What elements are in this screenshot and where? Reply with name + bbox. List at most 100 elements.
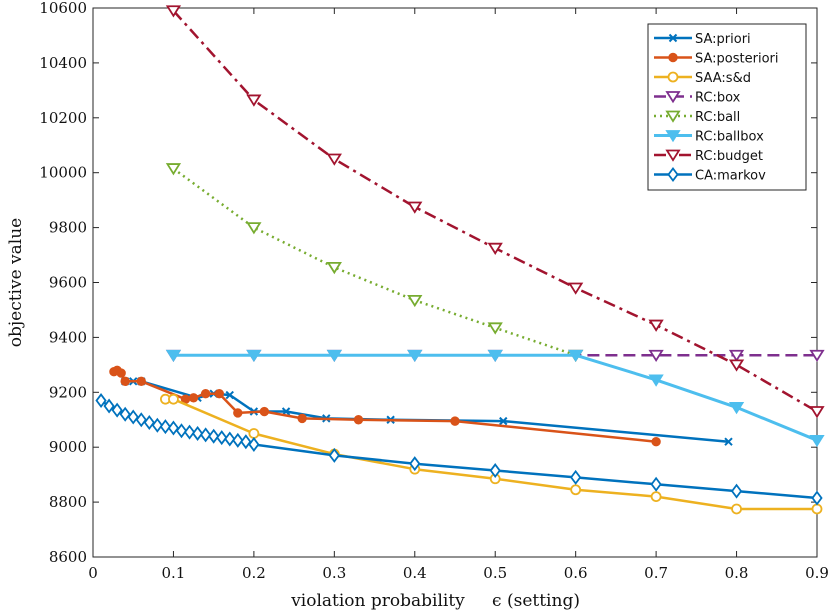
series-sa-posteriori [109, 365, 661, 447]
data-point [191, 425, 204, 441]
data-point [489, 463, 501, 479]
data-point [407, 201, 423, 214]
legend-marker [667, 167, 679, 182]
data-point [165, 5, 182, 18]
data-point [728, 349, 745, 363]
data-point [809, 434, 825, 448]
legend-marker [668, 33, 678, 43]
data-point [214, 388, 224, 399]
data-point [259, 406, 270, 417]
data-point [499, 416, 508, 426]
data-point [407, 349, 423, 363]
data-point [326, 349, 342, 363]
legend-marker [668, 52, 678, 63]
data-point [246, 222, 262, 235]
axis-ticks [92, 7, 818, 558]
y-axis-label: objective value [6, 218, 26, 348]
data-point [183, 424, 196, 440]
data-point [326, 153, 342, 166]
data-point [811, 503, 823, 515]
x-axis-label-setting: ϵ (setting) [492, 591, 580, 611]
data-point [568, 349, 584, 363]
series-rc-ballbox [165, 349, 825, 448]
data-point [116, 368, 126, 378]
data-point [143, 414, 155, 430]
data-point [650, 491, 662, 503]
y-tick-label: 9000 [49, 438, 87, 456]
data-point [409, 456, 421, 472]
data-point [568, 282, 584, 295]
data-point [233, 408, 243, 418]
data-point [297, 413, 307, 424]
data-point [648, 319, 664, 332]
y-tick-labels: 8600 8800 9000 9200 9400 9600 9800 10000 10200 10… [39, 0, 87, 566]
x-tick-label: 0 [88, 564, 98, 582]
legend-marker [665, 91, 681, 104]
data-point [120, 376, 130, 387]
legend-label: RC:ballbox [695, 130, 764, 145]
series-line [165, 397, 817, 511]
data-point [248, 428, 260, 439]
data-point [159, 419, 172, 435]
legend-item: SAA:s&d [654, 71, 751, 86]
data-point [353, 415, 364, 425]
data-point [188, 393, 199, 403]
data-point [487, 349, 503, 363]
y-tick-label: 9400 [49, 328, 87, 346]
data-point [127, 409, 139, 425]
x-tick-label: 0.5 [483, 564, 507, 582]
data-point [651, 437, 661, 447]
data-point [216, 430, 228, 446]
data-point [225, 390, 234, 400]
x-tick-labels: 0 0.1 0.2 0.3 0.4 0.5 0.6 0.7 0.8 0.9 [88, 564, 829, 582]
legend-marker [665, 149, 681, 162]
series-ca-markov [95, 393, 823, 506]
y-tick-label: 8600 [49, 548, 87, 566]
data-point [328, 447, 340, 463]
y-tick-label: 10200 [39, 109, 87, 127]
x-tick-label: 0.1 [162, 564, 186, 582]
data-point [246, 349, 262, 363]
legend-label: CA:markov [695, 169, 766, 184]
data-point [175, 423, 188, 439]
data-point [570, 469, 582, 485]
y-tick-label: 9200 [49, 383, 87, 401]
legend-box [647, 23, 807, 191]
data-point [199, 427, 212, 443]
data-point [165, 163, 182, 176]
y-tick-label: 10000 [39, 164, 87, 182]
legend-label: RC:ball [695, 110, 740, 125]
legend-label: SA:posteriori [695, 52, 778, 67]
data-point [136, 376, 146, 387]
legend-marker [667, 71, 679, 83]
legend-item: SA:priori [654, 32, 751, 47]
data-point [151, 417, 163, 433]
data-point [407, 294, 423, 308]
data-point [730, 483, 743, 499]
data-point [208, 428, 220, 444]
x-axis-label: violation probability [290, 591, 465, 611]
data-point [728, 359, 745, 372]
x-tick-label: 0.9 [805, 564, 829, 582]
y-tick-label: 9600 [49, 274, 87, 292]
data-point [168, 393, 179, 405]
legend-item: CA:markov [654, 167, 766, 184]
y-tick-label: 9800 [49, 219, 87, 237]
legend-item: RC:budget [654, 149, 763, 164]
data-point [200, 388, 211, 399]
legend-item: RC:box [654, 91, 741, 106]
data-point [731, 503, 742, 515]
data-point [811, 490, 823, 506]
data-point [167, 420, 180, 436]
data-point [248, 436, 260, 452]
legend-label: RC:box [695, 91, 741, 106]
data-point [728, 401, 745, 415]
data-point [95, 393, 107, 409]
series-rc-budget [165, 5, 825, 419]
data-point [111, 402, 123, 418]
x-tick-label: 0.6 [564, 564, 588, 582]
series-saa-s-d [159, 393, 823, 515]
x-tick-label: 0.3 [322, 564, 346, 582]
data-point [240, 434, 252, 450]
